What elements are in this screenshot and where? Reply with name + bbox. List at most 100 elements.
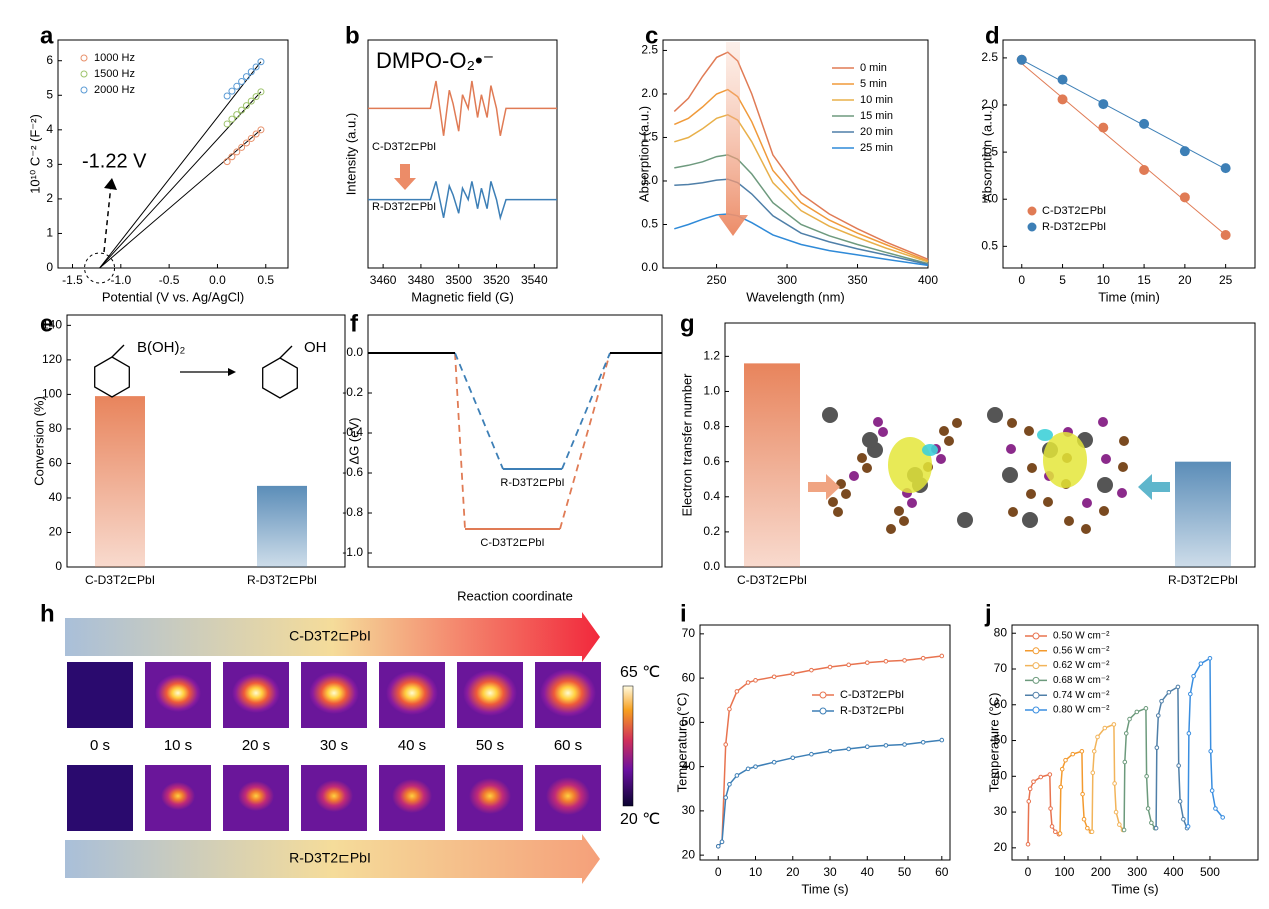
y-axis-label: Electron transfer number [679,373,694,517]
atom [1026,489,1036,499]
data-point [864,660,870,665]
fit-line [99,91,262,269]
legend-marker [1032,632,1040,640]
x-tick-label: 20 [1178,273,1192,287]
time-label: 40 s [398,737,426,754]
data-point [902,658,907,663]
data-point [1127,716,1132,722]
data-point [1207,655,1213,661]
bar [744,363,800,567]
data-point [223,120,231,128]
data-point [1090,770,1096,776]
thermal-image [67,765,133,831]
data-point [228,115,236,123]
series-line [1091,723,1124,832]
bar [95,396,145,567]
data-point [715,843,721,849]
y-axis-label: Absorption (a.u.) [979,106,994,202]
arrow-head [104,178,117,190]
data-point [727,706,732,712]
y-tick-label: 60 [682,670,696,684]
data-point [1220,163,1231,174]
time-label: 60 s [554,737,582,754]
y-tick-label: 60 [49,456,63,470]
data-point [1188,691,1193,697]
y-tick-label: 3 [46,157,53,171]
x-tick-label: 3460 [370,273,397,287]
atom [1006,444,1016,454]
y-tick-label: 2.5 [981,50,998,64]
x-tick-label: 0 [1025,865,1032,879]
panel-letter: c [645,22,658,49]
y-tick-label: 0.5 [981,239,998,253]
y-tick-label: 0.5 [641,217,658,231]
series-line [674,113,929,263]
arrow [1138,474,1170,500]
row-label: C-D3T2⊏PbI [289,628,371,644]
legend-marker [1032,662,1040,670]
bar [1175,461,1231,567]
atom [1008,507,1018,517]
y-tick-label: 2.0 [981,97,998,111]
data-point [242,73,250,81]
series-line [1059,750,1092,834]
plot-frame [367,39,558,269]
atom [828,497,838,507]
atom [862,463,872,473]
atom [944,436,954,446]
colorbar-label: 65 ℃ [620,664,660,681]
atom [899,516,909,526]
data-point [1179,192,1190,203]
y-tick-label: 40 [682,759,696,773]
data-point [1098,99,1109,110]
x-tick-label: 250 [707,273,727,287]
bond [279,345,293,359]
data-point [1198,661,1204,666]
data-point [1038,774,1044,780]
data-point [1185,824,1191,829]
y-tick-label: 30 [994,804,1008,818]
data-point [1053,829,1058,835]
atom [822,407,838,423]
plot-frame [1002,39,1256,269]
data-point [1145,806,1151,811]
data-point [1102,725,1108,731]
x-tick-label: 3520 [483,273,510,287]
data-point [1070,751,1076,757]
data-point [1134,709,1140,715]
data-point [790,755,796,761]
legend-label: 0.62 W cm⁻² [1053,660,1110,671]
data-point [1058,784,1064,790]
data-point [745,766,751,772]
data-point [1121,827,1127,833]
data-point [1143,706,1149,711]
panel-letter: i [680,600,687,627]
y-tick-label: 1.2 [703,349,720,363]
series-line [1027,773,1060,845]
charge-density [1037,429,1053,441]
data-point [228,153,236,161]
arrow [103,184,112,253]
data-point [1025,841,1031,847]
data-point [257,58,265,66]
data-point [1081,816,1087,822]
thermal-image [67,662,133,728]
data-point [939,653,945,659]
x-tick-label: 3500 [445,273,472,287]
y-tick-label: 0.6 [703,454,720,468]
x-tick-label: -1.0 [110,273,131,287]
x-tick-label: 0 [1018,273,1025,287]
atom [1099,506,1109,516]
data-point [864,744,870,750]
y-tick-label: 6 [46,53,53,67]
plot-frame [57,39,289,269]
atom [987,407,1003,423]
y-tick-label: 0.0 [703,559,720,573]
plot-frame [699,624,951,861]
atom [873,417,883,427]
atom [1024,426,1034,436]
x-tick-label: 0.5 [257,273,274,287]
data-point [1220,815,1226,820]
